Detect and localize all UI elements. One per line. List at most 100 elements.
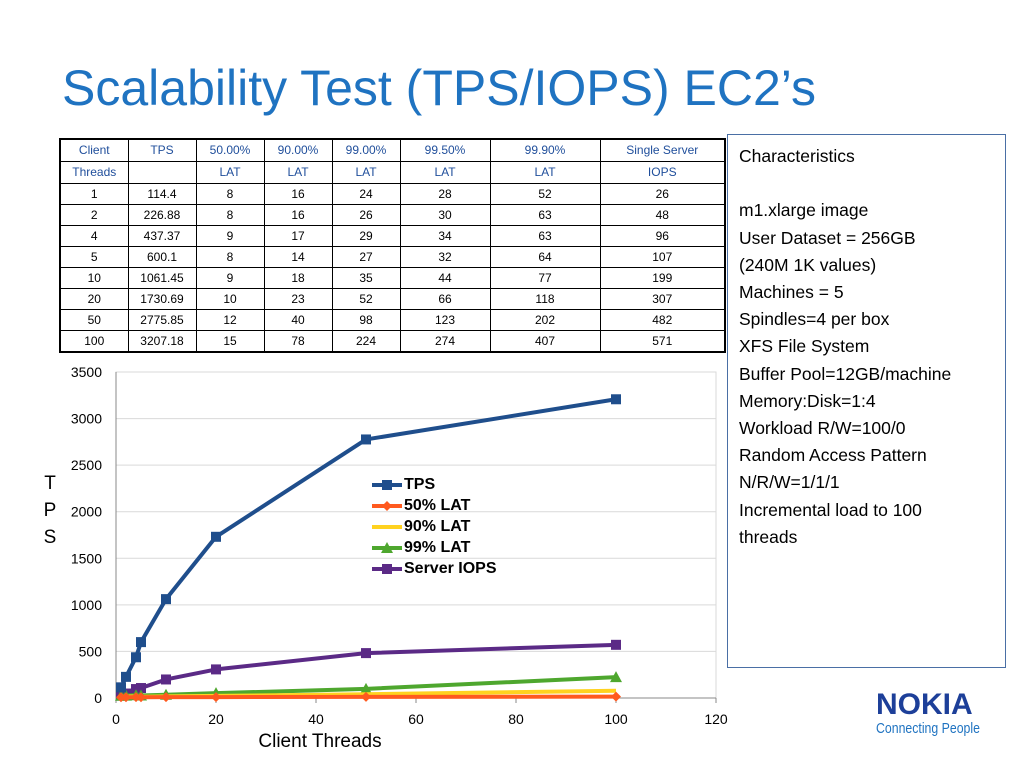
table-cell: 98 [331,309,401,331]
legend-swatch [370,499,404,513]
table-cell: 20 [59,288,129,310]
y-axis-title-letter: P [43,500,57,521]
legend-item: 50% LAT [370,495,497,516]
data-point [611,639,621,650]
info-line: Spindles=4 per box [739,309,890,330]
info-line: Random Access Pattern [739,445,927,466]
table-cell: 18 [263,267,333,289]
table-cell: 8 [195,183,265,205]
info-line: Characteristics [739,146,855,166]
y-tick-label: 0 [94,690,102,706]
y-tick-label: 3500 [71,364,102,380]
info-line: (240M 1K values) [739,254,877,275]
table-cell: 4 [59,225,129,247]
results-table: Client TPS 50.00% 90.00% 99.00% 99.50% 99.90% S… [59,138,726,353]
table-cell: 23 [263,288,333,310]
y-tick-label: 3000 [71,411,102,427]
legend-swatch-marker [382,479,392,490]
data-point [121,671,131,682]
legend-item: 90% LAT [370,516,497,537]
y-axis-title-letter: T [44,473,56,494]
legend-swatch-marker [382,563,392,574]
series-tps [116,394,621,693]
table-cell: 63 [489,204,601,226]
table-cell: 50 [59,309,129,331]
data-point [161,594,171,605]
table-cell: 12 [195,309,265,331]
info-line: m1.xlarge image [739,200,869,221]
table-header-cell: 99.90% [489,138,601,162]
info-line: Machines = 5 [739,282,844,303]
x-tick-label: 40 [308,711,324,727]
table-cell: 64 [489,246,601,268]
table-cell: 307 [599,288,726,310]
y-tick-label: 1500 [71,550,102,566]
table-header-cell: TPS [127,138,197,162]
scalability-chart: 0 500 1000 1500 2000 2500 3000 3500 0 20 40 60 80 100… [71,364,728,727]
table-header-row: Threads LAT LAT LAT LAT LAT IOPS [59,161,726,184]
table-row: 5 600.1 8 14 27 32 64 107 [59,246,726,268]
table-cell: 437.37 [127,225,197,247]
info-line: Incremental load to 100 [739,499,922,520]
table-cell: 52 [331,288,401,310]
legend-label: 99% LAT [404,538,471,556]
table-row: 100 3207.18 15 78 224 274 407 571 [59,330,726,353]
info-line: XFS File System [739,336,870,357]
data-point [136,683,146,694]
table-cell: 26 [331,204,401,226]
info-line: threads [739,526,798,547]
table-header-cell: LAT [489,161,601,184]
table-header-cell: 99.00% [331,138,401,162]
table-cell: 28 [399,183,491,205]
legend-label: TPS [404,475,436,493]
table-header-cell: LAT [399,161,491,184]
data-point [361,434,371,445]
table-cell: 202 [489,309,601,331]
info-line [739,170,1005,197]
data-point [360,682,372,694]
data-point [136,692,146,703]
legend-swatch [370,478,404,492]
table-cell: 8 [195,204,265,226]
table-cell: 34 [399,225,491,247]
table-cell: 40 [263,309,333,331]
x-tick-label: 100 [604,711,628,727]
table-header-cell: 99.50% [399,138,491,162]
legend-swatch-marker [382,500,392,511]
table-cell: 10 [195,288,265,310]
table-cell: 66 [399,288,491,310]
table-row: 50 2775.85 12 40 98 123 202 482 [59,309,726,331]
chart-legend: TPS 50% LAT 90% LAT 99% LAT Server IOPS [370,474,497,579]
x-tick-label: 80 [508,711,524,727]
table-cell: 44 [399,267,491,289]
table-row: 20 1730.69 10 23 52 66 118 307 [59,288,726,310]
table-row: 2 226.88 8 16 26 30 63 48 [59,204,726,226]
table-header-cell: 50.00% [195,138,265,162]
logo-wordmark: NOKIA [876,688,973,721]
data-point [116,682,126,693]
table-cell: 30 [399,204,491,226]
table-cell: 224 [331,330,401,353]
legend-label: 90% LAT [404,517,471,535]
y-tick-label: 2000 [71,504,102,520]
table-cell: 32 [399,246,491,268]
info-line: Buffer Pool=12GB/machine [739,363,952,384]
y-tick-label: 500 [79,643,103,659]
table-cell: 10 [59,267,129,289]
slide-title: Scalability Test (TPS/IOPS) EC2’s [62,60,816,116]
y-tick-label: 1000 [71,597,102,613]
legend-item: TPS [370,474,497,495]
table-cell: 600.1 [127,246,197,268]
info-line: N/R/W=1/1/1 [739,472,840,493]
info-line: User Dataset = 256GB [739,227,916,248]
y-tick-label: 2500 [71,457,102,473]
table-cell: 78 [263,330,333,353]
table-cell: 48 [599,204,726,226]
table-cell: 274 [399,330,491,353]
table-cell: 26 [599,183,726,205]
table-header-cell: 90.00% [263,138,333,162]
characteristics-box: Characteristics m1.xlarge image User Data… [727,134,1006,668]
legend-swatch [370,562,404,576]
table-cell: 571 [599,330,726,353]
